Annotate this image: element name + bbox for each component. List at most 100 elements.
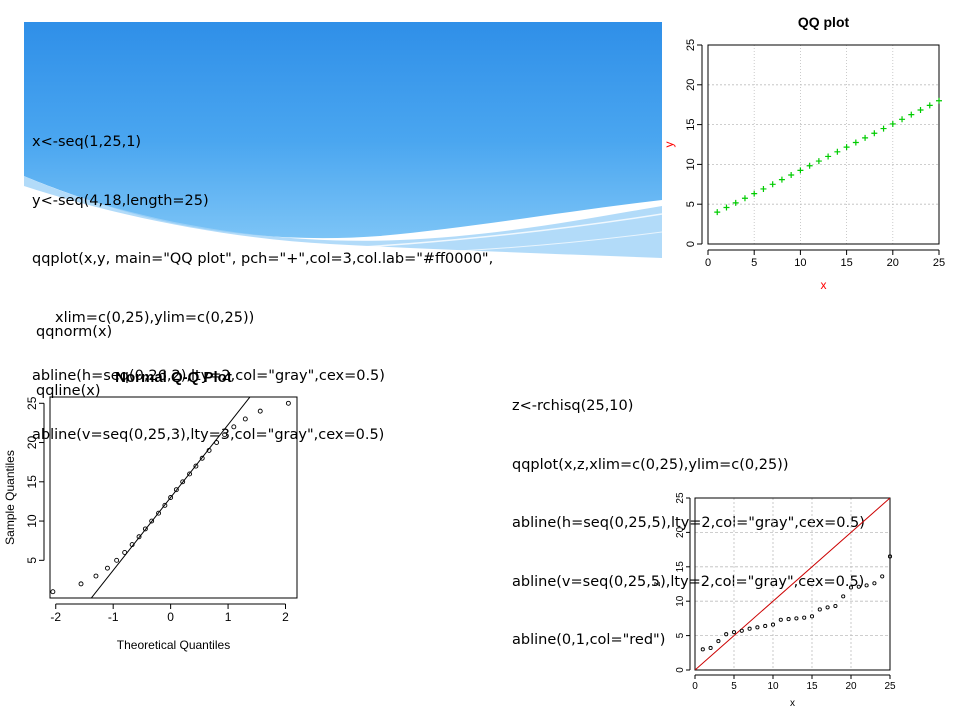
data-point — [257, 408, 263, 414]
y-tick-label: 10 — [675, 595, 686, 607]
data-point — [786, 617, 791, 622]
data-point — [214, 440, 220, 445]
data-point — [856, 584, 861, 589]
y-tick-label: 0 — [685, 241, 697, 247]
data-point — [104, 565, 110, 571]
data-point — [825, 605, 830, 610]
plot-frame — [707, 44, 940, 245]
x-tick-label: 5 — [731, 681, 737, 692]
data-point-plus — [908, 111, 915, 118]
x-tick-label: 0 — [705, 257, 711, 269]
y-tick-label: 25 — [685, 39, 697, 51]
data-point — [887, 554, 893, 559]
data-point — [724, 632, 729, 637]
data-point-plus — [760, 185, 767, 192]
y-tick-label: 20 — [685, 79, 697, 91]
data-point-plus — [769, 181, 776, 188]
data-point — [848, 585, 854, 590]
y-tick-label: 15 — [25, 475, 39, 489]
x-tick-label: 0 — [692, 681, 698, 692]
data-point — [841, 594, 846, 599]
data-point — [78, 581, 84, 587]
qqplot-code-block: x<-seq(1,25,1) y<-seq(4,18,length=25) qq… — [32, 94, 493, 465]
x-tick-label: 15 — [806, 681, 818, 692]
data-point-plus — [926, 102, 933, 109]
x-tick-label: 2 — [282, 610, 289, 624]
data-point — [700, 647, 705, 652]
y-tick-label: 25 — [25, 396, 39, 410]
data-point — [872, 581, 877, 586]
x-tick-label: 10 — [767, 681, 779, 692]
data-point — [809, 614, 815, 619]
data-point-plus — [741, 195, 748, 202]
x-tick-label: 20 — [887, 257, 899, 269]
x-tick-label: 5 — [751, 257, 757, 269]
data-point — [222, 432, 228, 438]
plot-frame — [49, 396, 298, 599]
normal-qq-plot-chart: -2 -1 0 1 2 5 10 15 20 25 Normal Q-Q Plot Theoretic… — [0, 355, 305, 660]
data-point — [708, 645, 713, 651]
y-tick-label: 10 — [25, 514, 39, 528]
data-point-plus — [862, 134, 869, 141]
banner-wave — [24, 22, 662, 258]
data-point — [817, 607, 822, 612]
x-axis-label: x — [790, 698, 795, 709]
data-point — [136, 534, 142, 540]
y-tick-label: 20 — [25, 436, 39, 450]
x-tick-label: 25 — [933, 257, 945, 269]
qqnorm-code-block: qqnorm(x) qqline(x) — [36, 284, 112, 421]
data-point — [833, 603, 838, 609]
data-point-plus — [714, 209, 721, 216]
data-point-plus — [843, 144, 850, 151]
y-tick-label: 5 — [25, 557, 39, 564]
data-point — [199, 455, 205, 461]
data-point-plus — [917, 107, 924, 114]
data-point-plus — [871, 130, 878, 137]
chisq-qq-plot-chart: 0 5 10 15 20 25 0 5 10 15 20 25 x z — [645, 490, 896, 715]
x-axis-label: x — [821, 278, 827, 292]
data-point-plus — [936, 97, 942, 104]
x-tick-label: 10 — [794, 257, 806, 269]
data-point — [747, 626, 752, 631]
data-point — [156, 510, 162, 516]
code-line: abline(h=seq(0,26,2),lty=2,col="gray",ce… — [32, 368, 385, 384]
data-point — [794, 616, 799, 621]
data-point-plus — [751, 190, 758, 197]
y-axis-label: y — [662, 142, 676, 148]
data-point-plus — [732, 199, 739, 206]
data-point — [864, 583, 869, 588]
x-tick-label: 25 — [884, 681, 896, 692]
data-point — [162, 502, 168, 508]
data-point-plus — [889, 120, 896, 127]
data-point — [50, 589, 56, 595]
code-line: abline(v=seq(0,25,5),lty=2,col="gray",ce… — [512, 573, 865, 590]
data-point-plus — [806, 162, 813, 169]
data-point — [880, 574, 885, 579]
code-line: y<-seq(4,18,length=25) — [32, 192, 209, 209]
data-point — [129, 542, 135, 548]
data-point — [187, 471, 193, 477]
data-point-plus — [825, 153, 832, 160]
y-tick-label: 25 — [675, 492, 686, 504]
data-point — [731, 630, 737, 635]
data-point — [716, 639, 721, 644]
y-tick-label: 5 — [675, 632, 686, 638]
reference-line — [695, 498, 890, 670]
y-axis-label: z — [652, 582, 663, 587]
code-line: qqplot(x,z,xlim=c(0,25),ylim=c(0,25)) — [512, 456, 789, 473]
data-point — [770, 622, 776, 627]
y-tick-label: 15 — [675, 561, 686, 573]
code-line: qqnorm(x) — [36, 324, 113, 340]
x-tick-label: 0 — [167, 610, 174, 624]
data-point — [802, 615, 807, 620]
data-point — [93, 573, 99, 579]
x-tick-label: 20 — [845, 681, 857, 692]
data-point — [778, 617, 783, 622]
data-point — [206, 447, 212, 453]
qq-plot-chart: 0 5 10 15 20 25 0 5 10 15 20 25 QQ plot x y — [662, 0, 960, 300]
chart-title: QQ plot — [798, 14, 850, 30]
x-tick-label: -2 — [50, 610, 61, 624]
rchisq-code-block: z<-rchisq(25,10) qqplot(x,z,xlim=c(0,25)… — [512, 358, 865, 670]
data-point — [242, 416, 248, 422]
data-point-plus — [797, 167, 804, 174]
